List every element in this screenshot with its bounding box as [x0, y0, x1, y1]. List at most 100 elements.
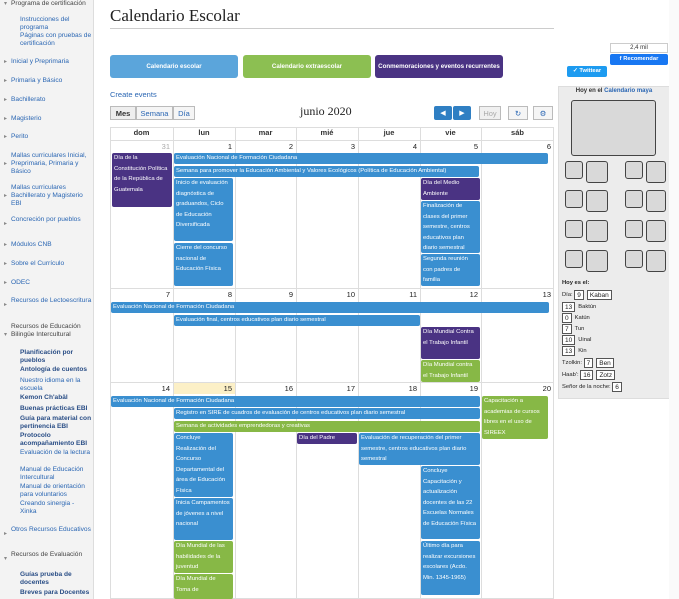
view-dia-button[interactable]: Día — [173, 106, 195, 120]
day-number[interactable]: 11 — [409, 290, 417, 299]
event-formacion-ciudadana[interactable]: Evaluación Nacional de Formación Ciudada… — [111, 302, 549, 313]
event-segunda-reunion[interactable]: Segunda reunión con padres de familia — [421, 254, 480, 286]
event-concluye-concurso[interactable]: Concluye Realización del Concurso Depart… — [174, 433, 233, 497]
day-number[interactable]: 6 — [546, 142, 551, 151]
chevron-right-icon: ▸ — [4, 302, 8, 308]
event-ultimo-dia-excursiones[interactable]: Último día para realizar excursiones esc… — [421, 541, 480, 595]
event-trabajo-infantil[interactable]: Día Mundial Contra el Trabajo Infantil — [421, 327, 480, 359]
day-number[interactable]: 4 — [412, 142, 417, 151]
sidebar-item-otros[interactable]: ▸ Otros Recursos Educativos — [4, 526, 91, 537]
event-finalizacion-clases[interactable]: Finalización de clases del primer semest… — [421, 201, 480, 253]
sidebar-section-evaluacion[interactable]: ▾ Recursos de Evaluación — [4, 551, 83, 562]
event-semana-emprendedoras[interactable]: Semana de actividades emprendedoras y cr… — [174, 421, 480, 432]
day-number[interactable]: 5 — [473, 142, 478, 151]
sidebar-item-concrecion[interactable]: ▸ Concreción por pueblos — [4, 216, 81, 227]
view-mes-button[interactable]: Mes — [110, 106, 136, 120]
prev-month-button[interactable]: ◀ — [434, 106, 452, 120]
event-dia-padre[interactable]: Día del Padre — [297, 433, 357, 444]
event-evaluacion-final[interactable]: Evaluación final, centros educativos pla… — [174, 315, 420, 326]
sidebar-item-buenas[interactable]: Buenas prácticas EBI — [20, 405, 88, 412]
day-number[interactable]: 1 — [227, 142, 232, 151]
day-number[interactable]: 9 — [288, 290, 293, 299]
sidebar-item-paginas-pruebas[interactable]: Páginas con pruebas de certificación — [20, 32, 92, 47]
event-concluye-capacitacion[interactable]: Concluye Capacitación y actualización do… — [421, 466, 480, 539]
maya-uinal-row: 10 Uinal — [562, 335, 591, 345]
event-medio-ambiente[interactable]: Día del Medio Ambiente — [421, 178, 480, 200]
sidebar-item-magisterio[interactable]: ▸ Magisterio — [4, 115, 42, 122]
day-number[interactable]: 16 — [284, 384, 293, 393]
event-semana-ambiental[interactable]: Semana para promover la Educación Ambien… — [174, 166, 479, 177]
sidebar-item-protocolo[interactable]: Protocolo acompañamiento EBI — [20, 432, 88, 447]
today-button[interactable]: Hoy — [479, 106, 501, 120]
sidebar-item-inicial[interactable]: ▸ Inicial y Preprimaria — [4, 58, 69, 65]
tab-conmemoraciones[interactable]: Conmemoraciones y eventos recurrentes — [375, 55, 503, 78]
sidebar-item-perito[interactable]: ▸ Perito — [4, 133, 29, 140]
event-formacion-ciudadana[interactable]: Evaluación Nacional de Formación Ciudada… — [111, 396, 480, 407]
refresh-button[interactable]: ↻ — [508, 106, 528, 120]
day-number[interactable]: 3 — [350, 142, 355, 151]
tab-calendario-escolar[interactable]: Calendario escolar — [110, 55, 238, 78]
day-number[interactable]: 19 — [469, 384, 478, 393]
day-number[interactable]: 12 — [469, 290, 478, 299]
event-formacion-ciudadana[interactable]: Evaluación Nacional de Formación Ciudada… — [174, 153, 548, 164]
settings-button[interactable]: ⚙ — [533, 106, 553, 120]
day-number[interactable]: 10 — [346, 290, 355, 299]
event-constitucion[interactable]: Día de la Constitución Política de la Re… — [112, 153, 172, 207]
grid-line — [110, 140, 554, 141]
event-registro-sire[interactable]: Registro en SIRE de cuadros de evaluació… — [174, 408, 480, 419]
tab-calendario-extraescolar[interactable]: Calendario extraescolar — [243, 55, 371, 78]
day-number[interactable]: 7 — [165, 290, 170, 299]
sidebar-item-evaluacion-lectura[interactable]: Evaluación de la lectura — [20, 449, 91, 456]
sidebar-item-xinka[interactable]: Creando sinergia - Xinka — [20, 500, 75, 515]
day-number[interactable]: 2 — [288, 142, 293, 151]
fb-recomendar-button[interactable]: f Recomendar — [610, 54, 668, 65]
sidebar-item-primaria[interactable]: ▸ Primaria y Básico — [4, 77, 63, 84]
chevron-right-icon: ▸ — [4, 78, 8, 84]
event-contra-trabajo-infantil[interactable]: Día Mundial contra el Trabajo Infantil — [421, 360, 480, 382]
create-events-link[interactable]: Create events — [110, 90, 157, 99]
day-number[interactable]: 13 — [542, 290, 551, 299]
sidebar-item-mallas-bachillerato[interactable]: ▸ Mallas curriculares Bachillerato y Magi… — [4, 184, 83, 207]
view-semana-button[interactable]: Semana — [136, 106, 173, 120]
grid-line — [296, 127, 297, 599]
sidebar-section-ebi[interactable]: ▾ Recursos de Educación Bilingüe Intercul… — [4, 323, 81, 338]
twittear-button[interactable]: ✓ Twittear — [567, 66, 607, 77]
event-habilidades-juventud[interactable]: Día Mundial de las habilidades de la juv… — [174, 541, 233, 573]
sidebar-item-instrucciones[interactable]: Instrucciones del programa — [20, 16, 70, 31]
sidebar-item-bachillerato[interactable]: ▸ Bachillerato — [4, 96, 46, 103]
maya-haab-row: Haab': 16 Zotz — [562, 370, 618, 380]
sidebar-item-manual-voluntarios[interactable]: Manual de orientación para voluntarios — [20, 483, 85, 498]
day-number[interactable]: 31 — [161, 142, 170, 151]
event-capacitacion-sireex[interactable]: Capacitación a academias de cursos libre… — [482, 396, 548, 439]
event-recuperacion[interactable]: Evaluación de recuperación del primer se… — [359, 433, 480, 465]
day-number[interactable]: 17 — [346, 384, 355, 393]
day-number[interactable]: 15 — [223, 384, 232, 393]
sidebar-item-lectoescritura[interactable]: ▸ Recursos de Lectoescritura — [4, 297, 92, 308]
event-cierre-concurso[interactable]: Cierre del concurso nacional de Educació… — [174, 243, 233, 286]
sidebar-item-curriculo[interactable]: ▸ Sobre el Currículo — [4, 260, 65, 267]
sidebar-item-odec[interactable]: ▸ ODEC — [4, 279, 31, 286]
sidebar-section-certificacion[interactable]: ▾ Programa de certificación — [4, 0, 86, 7]
sidebar-item-modulos[interactable]: ▸ Módulos CNB — [4, 241, 52, 248]
event-inicio-evaluacion[interactable]: Inicio de evaluación diagnóstica de grad… — [174, 178, 233, 241]
maya-glyph-icon — [625, 250, 643, 268]
day-number[interactable]: 20 — [542, 384, 551, 393]
event-toma[interactable]: Día Mundial de Toma de — [174, 574, 233, 599]
sidebar-item-kemon[interactable]: Kemon Ch'abäl — [20, 394, 68, 401]
sidebar-item-antologia[interactable]: Antología de cuentos — [20, 366, 88, 373]
sidebar-item-planificacion[interactable]: Planificación por pueblos — [20, 349, 74, 364]
sidebar-item-guias-prueba[interactable]: Guías prueba de docentes — [20, 571, 72, 586]
grid-line — [110, 382, 554, 383]
sidebar-item-guia-material[interactable]: Guía para material con pertinencia EBI — [20, 415, 92, 430]
day-number[interactable]: 14 — [161, 384, 170, 393]
day-number[interactable]: 8 — [227, 290, 232, 299]
event-inicia-campamentos[interactable]: Inicia Campamentos de jóvenes a nivel na… — [174, 498, 233, 540]
sidebar-item-idioma[interactable]: Nuestro idioma en la escuela — [20, 377, 81, 392]
sidebar-item-mallas-inicial[interactable]: ▸ Mallas curriculares Inicial, Preprimari… — [4, 152, 87, 175]
day-number[interactable]: 18 — [408, 384, 417, 393]
maya-calendar-link[interactable]: Calendario maya — [604, 88, 653, 94]
sidebar-item-manual-intercultural[interactable]: Manual de Educación Intercultural — [20, 466, 84, 481]
next-month-button[interactable]: ▶ — [453, 106, 471, 120]
sidebar-item-breves[interactable]: Breves para Docentes — [20, 589, 90, 596]
maya-glyph-icon — [646, 250, 666, 272]
